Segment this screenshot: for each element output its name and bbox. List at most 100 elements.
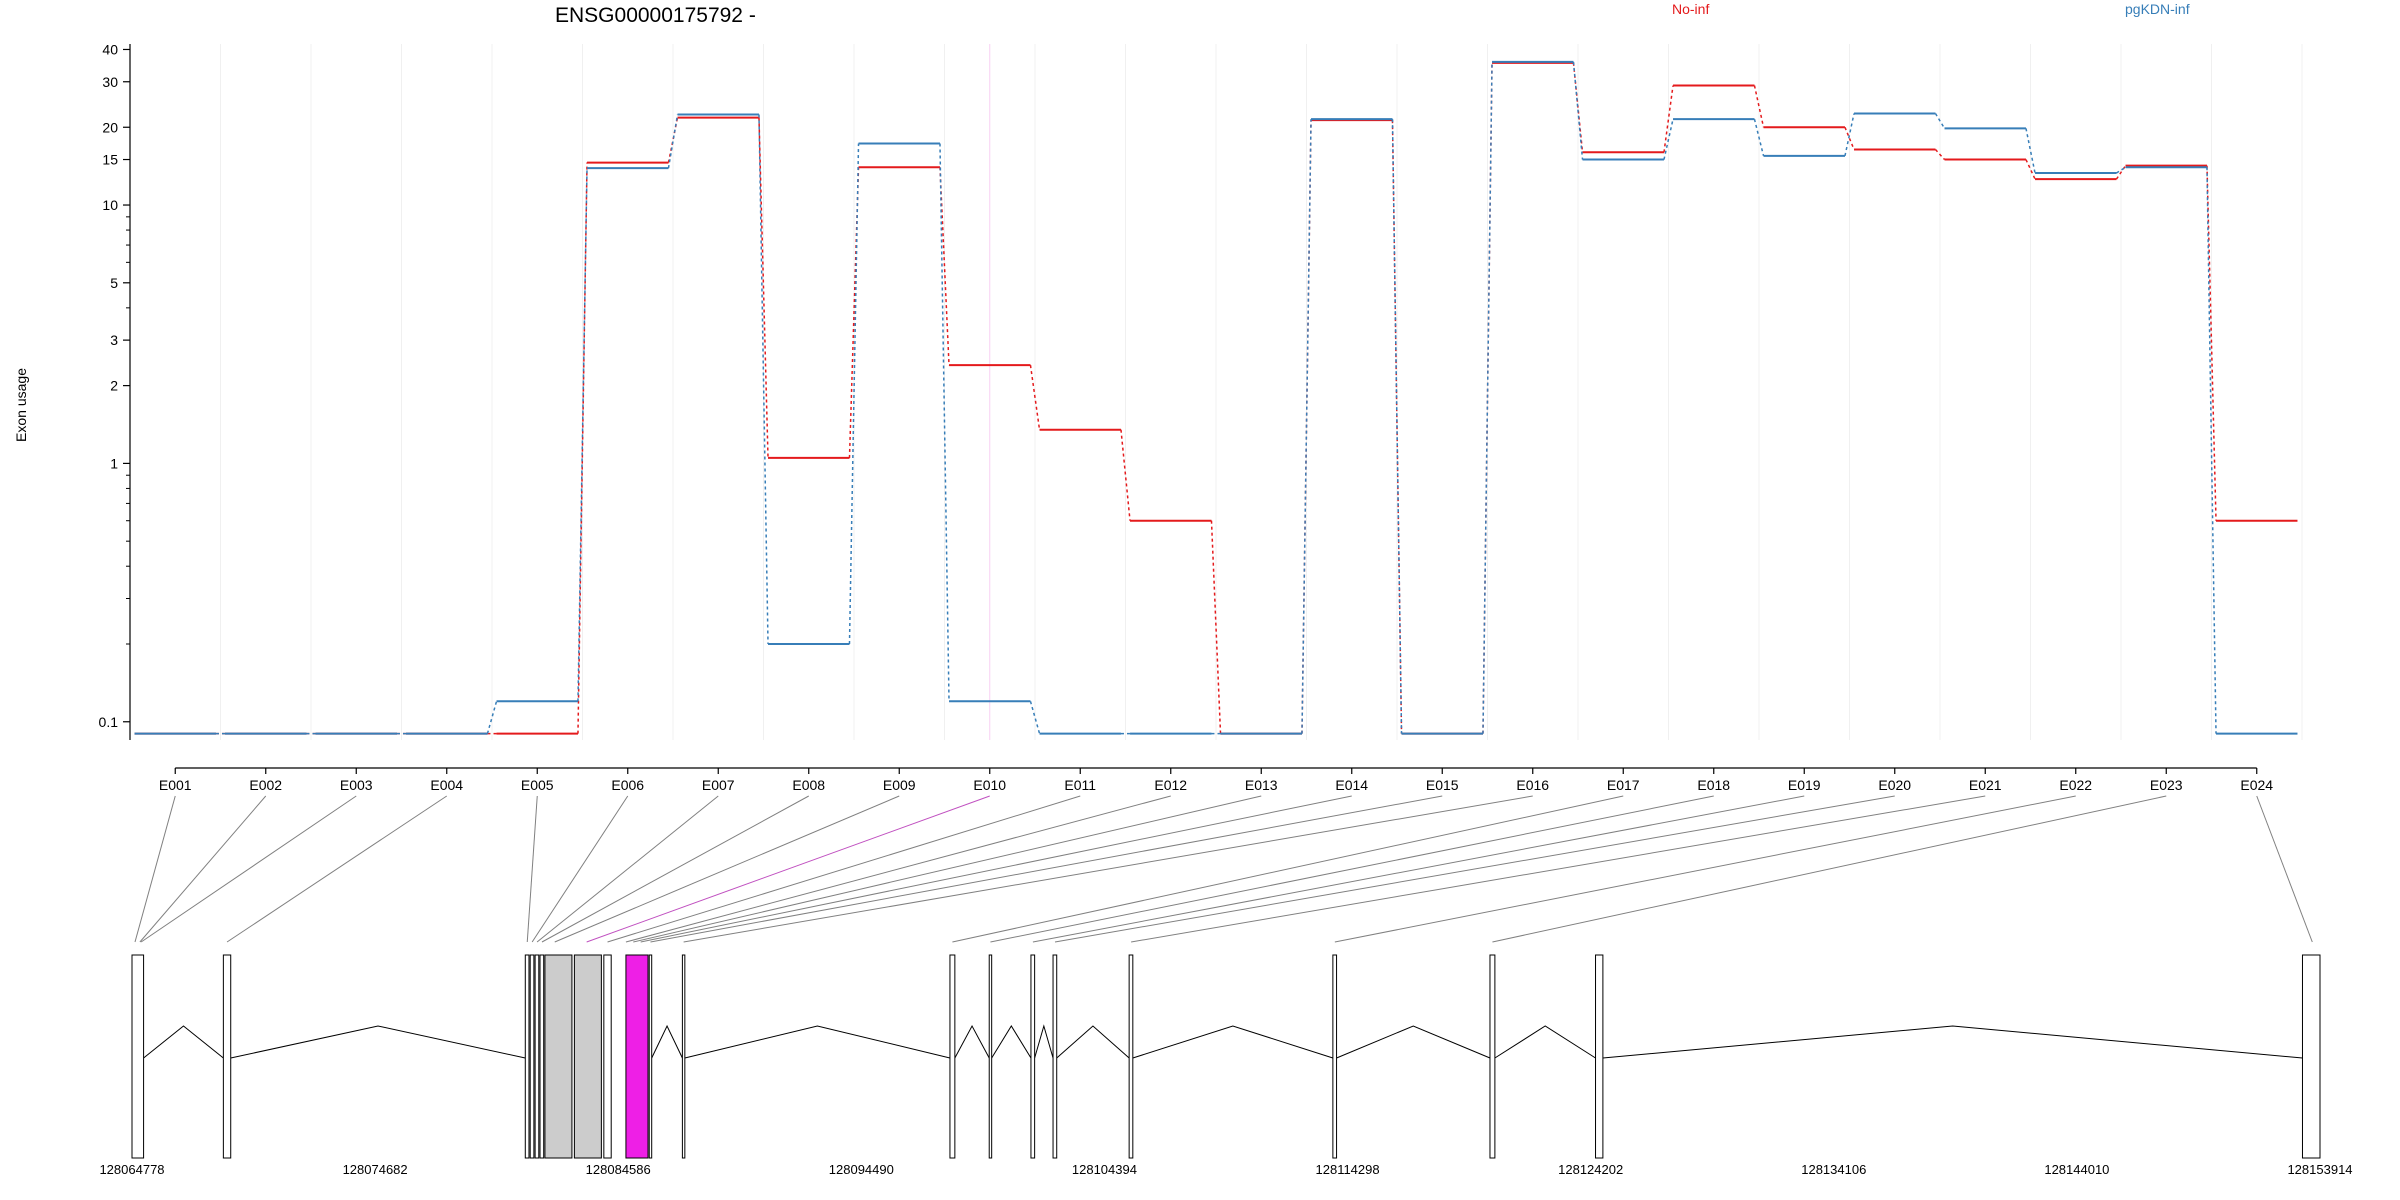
intron-line (1034, 1024, 1054, 1059)
exon-box (1030, 954, 1036, 1159)
intron-line (230, 1025, 526, 1059)
gene-model (131, 954, 2321, 1159)
data-connector (758, 117, 769, 458)
data-connector (1844, 126, 1855, 150)
intron-line (1494, 1025, 1596, 1059)
grid-layer (129, 44, 2303, 740)
intron-line (651, 1024, 683, 1059)
genomic-coordinate-axis: 128064778 128074682 128084586 128094490 1281… (99, 1162, 2352, 1177)
coordinate-label: 128114298 (1316, 1162, 1380, 1177)
data-connector (1572, 61, 1584, 160)
x-tick-label: E015 (1426, 777, 1459, 793)
data-connector (2206, 165, 2217, 521)
x-tick-label: E005 (521, 777, 554, 793)
exon-link-line (134, 795, 176, 943)
y-tick-label: 10 (102, 197, 118, 213)
data-connector (1663, 85, 1674, 153)
coordinate-label: 128104394 (1072, 1162, 1137, 1177)
x-tick-label: E004 (430, 777, 463, 793)
exon-link-line (536, 795, 719, 943)
x-tick-label: E001 (159, 777, 192, 793)
exon-box (544, 954, 573, 1159)
x-tick-label: E018 (1697, 777, 1730, 793)
coordinate-label: 128074682 (343, 1162, 408, 1177)
x-tick-label: E008 (792, 777, 825, 793)
coordinate-label: 128084586 (586, 1162, 651, 1177)
data-connector (758, 114, 769, 645)
x-tick-label: E014 (1335, 777, 1368, 793)
exon-box (625, 954, 649, 1159)
legend-entry-no-inf: No-inf (1672, 1, 1709, 17)
x-tick-label: E002 (249, 777, 282, 793)
exon-link-line (531, 795, 629, 943)
exon-link-line (226, 795, 448, 943)
exon-box (534, 954, 540, 1159)
coordinate-label: 128094490 (829, 1162, 894, 1177)
coordinate-label: 128153914 (2287, 1162, 2352, 1177)
exon-box (681, 954, 686, 1159)
exon-link-line (2256, 795, 2313, 943)
data-connector (2206, 167, 2217, 734)
data-connector (1934, 113, 1946, 129)
x-tick-label: E007 (702, 777, 735, 793)
exon-link-line (650, 795, 1443, 943)
exon-box (529, 954, 535, 1159)
exon-link-line (1131, 795, 1986, 943)
data-connector (1663, 118, 1674, 160)
y-tick-label: 15 (102, 152, 118, 168)
data-connector (1029, 365, 1041, 430)
y-tick-label: 40 (102, 41, 118, 57)
x-tick-label: E003 (340, 777, 373, 793)
exon-box (1128, 954, 1134, 1159)
exon-box (2301, 954, 2321, 1159)
exon-box (573, 954, 602, 1159)
exon-link-line (683, 795, 1533, 943)
intron-line (1602, 1025, 2303, 1059)
y-tick-label: 2 (110, 378, 118, 394)
intron-line (954, 1024, 990, 1059)
x-tick-label: E013 (1245, 777, 1278, 793)
series-layer (134, 60, 2298, 735)
coordinate-label: 128134106 (1801, 1162, 1866, 1177)
exon-box (1052, 954, 1058, 1159)
x-tick-label: E009 (883, 777, 916, 793)
exon-box (222, 954, 232, 1159)
data-connector (2115, 165, 2127, 180)
data-connector (2025, 128, 2036, 174)
x-tick-label: E010 (973, 777, 1006, 793)
data-connector (1482, 61, 1493, 734)
intron-line (1056, 1025, 1130, 1059)
x-tick-label: E017 (1607, 777, 1640, 793)
exon-box (988, 954, 993, 1159)
exon-box (131, 954, 145, 1159)
exon-link-line (1334, 795, 2076, 943)
x-tick-label: E022 (2059, 777, 2092, 793)
y-tick-label: 1 (110, 455, 118, 471)
intron-line (143, 1025, 224, 1059)
exon-box (1595, 954, 1604, 1159)
data-connector (1753, 85, 1765, 128)
data-connector (1391, 119, 1403, 734)
coordinate-label: 128144010 (2044, 1162, 2109, 1177)
intron-line (684, 1025, 951, 1059)
exon-link-line (541, 795, 809, 943)
exon-link-line (586, 795, 990, 943)
exon-link-line (640, 795, 1352, 943)
exon-link-line (607, 795, 1081, 943)
data-connector (939, 143, 950, 702)
x-tick-label: E011 (1064, 777, 1096, 793)
exon-link-line (139, 795, 267, 943)
chart-title: ENSG00000175792 - (555, 4, 756, 27)
intron-line (1132, 1025, 1334, 1059)
y-tick-label: 20 (102, 119, 118, 135)
exon-box (1489, 954, 1496, 1159)
x-tick-label: E024 (2240, 777, 2273, 793)
intron-line (1336, 1025, 1491, 1059)
x-tick-label: E019 (1788, 777, 1821, 793)
data-connector (1844, 113, 1855, 157)
data-connector (577, 168, 588, 702)
x-tick-label: E012 (1154, 777, 1187, 793)
exon-link-line (526, 795, 538, 943)
exon-link-line (1492, 795, 2167, 943)
